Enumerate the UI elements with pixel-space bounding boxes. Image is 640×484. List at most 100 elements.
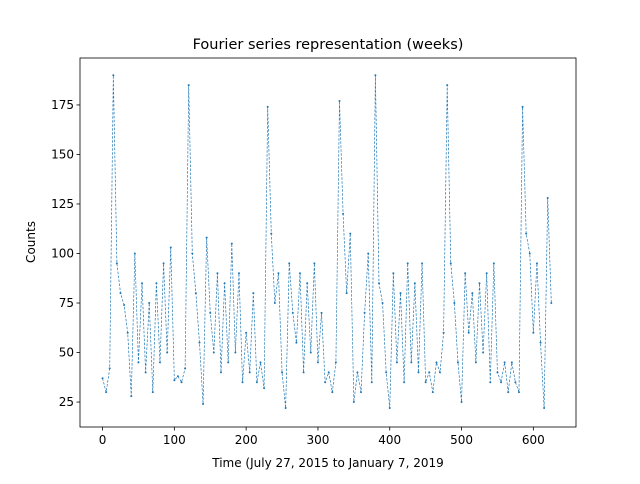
- y-tick-label: 175: [51, 98, 74, 112]
- data-point: [191, 252, 194, 255]
- data-point: [141, 282, 144, 285]
- y-tick-label: 125: [51, 197, 74, 211]
- data-point: [316, 361, 319, 364]
- data-point: [550, 302, 553, 305]
- data-point: [514, 381, 517, 384]
- data-point: [374, 74, 377, 77]
- data-point: [281, 371, 284, 374]
- chart-title: Fourier series representation (weeks): [193, 37, 464, 53]
- data-point: [327, 371, 330, 374]
- data-point: [245, 331, 248, 334]
- data-point: [370, 381, 373, 384]
- data-point: [180, 381, 183, 384]
- data-point: [133, 252, 136, 255]
- data-point: [252, 292, 255, 295]
- data-point: [413, 282, 416, 285]
- data-point: [431, 391, 434, 394]
- x-tick-label: 300: [306, 433, 329, 447]
- data-point: [496, 371, 499, 374]
- data-point: [155, 282, 158, 285]
- data-point: [108, 367, 111, 370]
- data-point: [532, 331, 535, 334]
- data-point: [489, 381, 492, 384]
- data-point: [503, 361, 506, 364]
- data-point: [234, 351, 237, 354]
- data-point: [385, 371, 388, 374]
- data-point: [119, 292, 122, 295]
- data-point: [406, 262, 409, 265]
- data-point: [345, 292, 348, 295]
- data-point: [306, 282, 309, 285]
- data-point: [439, 371, 442, 374]
- x-axis-label: Time (July 27, 2015 to January 7, 2019: [211, 456, 443, 470]
- data-point: [220, 371, 223, 374]
- data-point: [101, 377, 104, 380]
- data-point: [230, 242, 233, 245]
- data-point: [388, 406, 391, 409]
- data-point: [194, 292, 197, 295]
- y-tick-label: 50: [59, 346, 74, 360]
- data-point: [349, 232, 352, 235]
- data-point: [478, 282, 481, 285]
- data-point: [517, 391, 520, 394]
- data-point: [421, 262, 424, 265]
- data-point: [176, 375, 179, 378]
- data-point: [446, 84, 449, 87]
- data-point: [510, 361, 513, 364]
- data-point: [507, 391, 510, 394]
- data-point: [456, 361, 459, 364]
- data-point: [474, 361, 477, 364]
- data-point: [259, 361, 262, 364]
- data-point: [543, 406, 546, 409]
- x-tick-label: 200: [235, 433, 258, 447]
- data-point: [266, 105, 269, 108]
- data-point: [471, 292, 474, 295]
- data-point: [241, 381, 244, 384]
- data-point: [248, 371, 251, 374]
- data-point: [428, 371, 431, 374]
- data-point: [442, 331, 445, 334]
- data-point: [126, 331, 129, 334]
- data-point: [205, 236, 208, 239]
- data-point: [521, 105, 524, 108]
- data-point: [151, 391, 154, 394]
- data-point: [395, 361, 398, 364]
- x-tick-label: 0: [99, 433, 107, 447]
- data-point: [435, 361, 438, 364]
- y-tick-label: 25: [59, 395, 74, 409]
- data-point: [137, 361, 140, 364]
- data-point: [309, 351, 312, 354]
- data-point: [202, 403, 205, 406]
- data-point: [212, 351, 215, 354]
- data-point: [467, 331, 470, 334]
- x-tick-label: 600: [522, 433, 545, 447]
- data-point: [273, 302, 276, 305]
- data-point: [255, 381, 258, 384]
- data-point: [105, 391, 108, 394]
- data-point: [449, 262, 452, 265]
- data-point: [313, 262, 316, 265]
- data-point: [482, 351, 485, 354]
- data-point: [485, 272, 488, 275]
- data-point: [144, 371, 147, 374]
- data-point: [338, 99, 341, 102]
- data-point: [227, 361, 230, 364]
- data-point: [360, 391, 363, 394]
- data-point: [356, 371, 359, 374]
- data-point: [187, 84, 190, 87]
- data-point: [112, 74, 115, 77]
- data-point: [216, 272, 219, 275]
- data-point: [403, 381, 406, 384]
- data-point: [320, 311, 323, 314]
- data-point: [291, 311, 294, 314]
- data-point: [115, 262, 118, 265]
- plot-frame: [79, 57, 577, 428]
- data-point: [424, 381, 427, 384]
- data-point: [324, 381, 327, 384]
- data-point: [453, 302, 456, 305]
- data-point: [342, 212, 345, 215]
- data-point: [331, 391, 334, 394]
- x-tick-label: 500: [450, 433, 473, 447]
- y-tick-label: 150: [51, 147, 74, 161]
- data-point: [535, 262, 538, 265]
